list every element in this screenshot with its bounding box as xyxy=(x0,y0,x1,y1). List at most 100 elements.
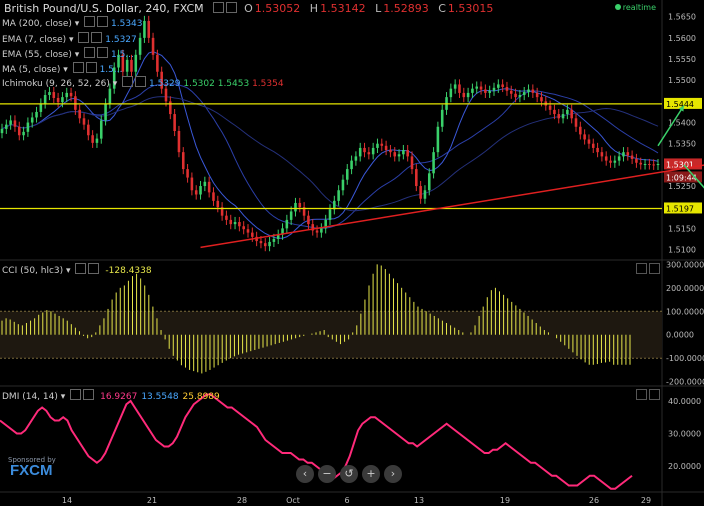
dmi-settings-icon[interactable] xyxy=(70,389,82,400)
pane-collapse-icon[interactable] xyxy=(649,389,660,400)
y-tick-label: 1.5400 xyxy=(668,119,696,128)
pane-maximize-icon[interactable] xyxy=(636,389,647,400)
indicator-row[interactable]: EMA (55, close) ▾ 1.5... xyxy=(2,47,134,60)
indicator-settings-icon[interactable] xyxy=(72,62,84,73)
instrument-title: British Pound/U.S. Dollar, 240, FXCM xyxy=(4,2,204,15)
indicator-value: 1.5343 xyxy=(111,19,143,29)
zoom-out-button[interactable]: − xyxy=(318,465,336,483)
indicator-close-icon[interactable] xyxy=(97,16,109,27)
candle-body xyxy=(458,84,461,93)
cci-label-row[interactable]: CCI (50, hlc3) ▾ -128.4338 xyxy=(2,263,152,276)
zoom-in-button[interactable]: + xyxy=(362,465,380,483)
fxcm-logo[interactable]: FXCM xyxy=(10,462,53,479)
candle-body xyxy=(143,20,146,38)
candle-body xyxy=(194,190,198,195)
countdown-tag xyxy=(664,171,702,183)
cci-neutral-band xyxy=(0,311,662,359)
dmi-close-icon[interactable] xyxy=(83,389,95,400)
candle-body xyxy=(22,131,25,136)
trend-line xyxy=(200,164,704,249)
candle-body xyxy=(164,88,168,102)
candle-body xyxy=(604,156,608,161)
candle-body xyxy=(522,92,526,96)
candle-body xyxy=(156,54,159,72)
indicator-settings-icon[interactable] xyxy=(84,16,96,27)
close-label: C xyxy=(438,2,446,15)
candle-body xyxy=(104,103,107,121)
candle-body xyxy=(432,152,435,174)
candle-body xyxy=(384,145,388,151)
cci-settings-icon[interactable] xyxy=(75,263,87,274)
reset-button[interactable]: ↺ xyxy=(340,465,358,483)
indicator-close-icon[interactable] xyxy=(85,62,97,73)
candle-body xyxy=(48,92,51,96)
candle-body xyxy=(423,190,427,199)
candle-body xyxy=(199,186,202,195)
indicator-row[interactable]: MA (5, close) ▾ 1.5... xyxy=(2,62,122,75)
indicator-value-2: 1.5302 1.5453 xyxy=(183,79,250,89)
candle-body xyxy=(410,156,414,170)
indicator-row[interactable]: EMA (7, close) ▾ 1.5327 xyxy=(2,32,137,45)
pane-collapse-icon[interactable] xyxy=(649,263,660,274)
candle-body xyxy=(397,154,401,157)
indicator-row[interactable]: Ichimoku (9, 26, 52, 26) ▾ 1.5329 1.5302… xyxy=(2,76,284,89)
indicator-close-icon[interactable] xyxy=(135,76,147,87)
cci-y-tick-label: -200.0000 xyxy=(666,378,704,387)
projection-arrowhead xyxy=(678,105,684,112)
x-tick-label: 6 xyxy=(344,496,349,505)
candle-body xyxy=(13,120,17,127)
candle-body xyxy=(238,222,241,227)
indicator-settings-icon[interactable] xyxy=(122,76,134,87)
y-tick-label: 1.5150 xyxy=(668,224,696,233)
candle-body xyxy=(169,101,172,115)
chart-navigation: ‹ − ↺ + › xyxy=(296,465,406,483)
candle-body xyxy=(453,84,457,89)
indicator-close-icon[interactable] xyxy=(97,47,109,58)
candle-body xyxy=(380,143,384,146)
scroll-left-button[interactable]: ‹ xyxy=(296,465,314,483)
cci-y-tick-label: 300.0000 xyxy=(666,260,704,269)
candle-body xyxy=(591,143,595,148)
y-tick-label: 1.5350 xyxy=(668,140,696,149)
candle-body xyxy=(363,147,366,153)
x-tick-label: 14 xyxy=(62,496,72,505)
indicator-settings-icon[interactable] xyxy=(84,47,96,58)
indicator-settings-icon[interactable] xyxy=(78,32,90,43)
dmi-pane-controls xyxy=(634,389,660,401)
candle-body xyxy=(181,152,185,170)
indicator-row[interactable]: MA (200, close) ▾ 1.5343 xyxy=(2,16,143,29)
candle-body xyxy=(440,109,444,127)
candle-body xyxy=(307,215,310,225)
candle-body xyxy=(177,131,181,153)
cci-name: CCI (50, hlc3) xyxy=(2,266,64,276)
dmi-label-row[interactable]: DMI (14, 14) ▾ 16.9267 13.5548 25.8989 xyxy=(2,389,220,402)
candle-body xyxy=(298,202,302,208)
scroll-right-button[interactable]: › xyxy=(384,465,402,483)
y-tick-label: 1.5301 xyxy=(666,160,694,169)
candle-body xyxy=(121,54,125,72)
header-settings-icon[interactable] xyxy=(213,2,225,13)
dmi-adx-value: 25.8989 xyxy=(182,392,220,402)
candle-body xyxy=(406,150,409,157)
cci-close-icon[interactable] xyxy=(88,263,100,274)
candle-body xyxy=(0,128,4,134)
header-close-icon[interactable] xyxy=(226,2,238,13)
cci-y-tick-label: 0.0000 xyxy=(666,331,694,340)
indicator-close-icon[interactable] xyxy=(91,32,103,43)
candle-body xyxy=(130,59,133,72)
x-tick-label: Oct xyxy=(286,496,300,505)
candle-body xyxy=(9,120,12,125)
high-label: H xyxy=(309,2,319,15)
candle-body xyxy=(652,164,655,166)
pane-maximize-icon[interactable] xyxy=(636,263,647,274)
candle-body xyxy=(566,109,569,115)
candle-body xyxy=(151,37,155,55)
candle-body xyxy=(622,152,625,157)
candle-body xyxy=(358,147,362,157)
candle-body xyxy=(561,114,565,119)
indicator-name: Ichimoku (9, 26, 52, 26) xyxy=(2,79,110,89)
candle-body xyxy=(371,147,375,155)
candle-body xyxy=(212,192,215,201)
candle-body xyxy=(656,164,660,166)
candle-body xyxy=(324,219,327,229)
